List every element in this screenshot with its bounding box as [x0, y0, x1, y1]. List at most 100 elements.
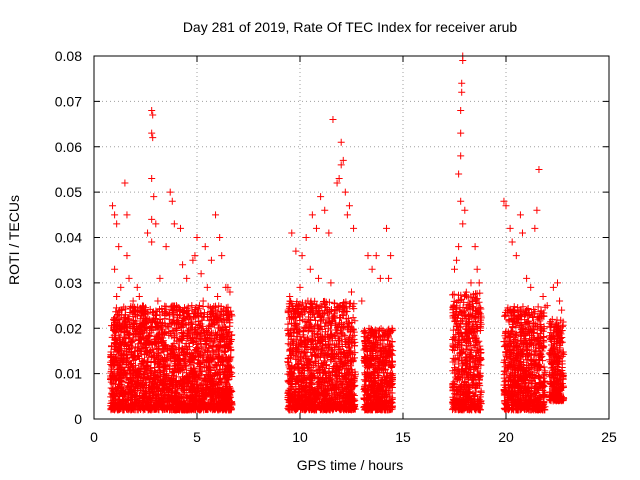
dense-data-point — [143, 316, 151, 324]
dense-data-point — [183, 377, 191, 385]
dense-data-point — [129, 323, 137, 331]
dense-data-point — [157, 325, 165, 333]
dense-data-point — [192, 320, 200, 328]
dense-data-point — [228, 312, 236, 320]
dense-data-point — [221, 318, 229, 326]
dense-data-point — [182, 388, 190, 396]
dense-data-point — [136, 368, 144, 376]
dense-data-point — [107, 348, 115, 356]
dense-data-point — [216, 311, 224, 319]
dense-data-point — [183, 333, 191, 341]
dense-data-point — [185, 399, 193, 407]
dense-data-point — [219, 359, 227, 367]
dense-data-point — [134, 352, 142, 360]
dense-data-point — [175, 305, 183, 313]
dense-data-point — [211, 360, 219, 368]
dense-data-point — [222, 406, 230, 414]
dense-data-point — [193, 370, 201, 378]
dense-data-point — [114, 384, 122, 392]
dense-data-point — [204, 367, 212, 375]
dense-data-point — [205, 344, 213, 352]
dense-data-point — [214, 330, 222, 338]
dense-data-point — [138, 381, 146, 389]
dense-data-point — [212, 350, 220, 358]
dense-data-point — [131, 330, 139, 338]
dense-data-point — [179, 348, 187, 356]
dense-data-point — [209, 380, 217, 388]
dense-data-point — [145, 353, 153, 361]
dense-data-point — [197, 387, 205, 395]
dense-data-point — [113, 336, 121, 344]
dense-data-point — [119, 350, 127, 358]
dense-data-point — [226, 335, 234, 343]
dense-data-point — [131, 307, 139, 315]
dense-data-point — [159, 405, 167, 413]
chart-title: Day 281 of 2019, Rate Of TEC Index for r… — [183, 19, 518, 35]
dense-data-point — [161, 312, 169, 320]
dense-data-point — [223, 384, 231, 392]
dense-data-point — [176, 352, 184, 360]
dense-data-point — [217, 303, 225, 311]
dense-data-point — [113, 375, 121, 383]
dense-data-point — [199, 386, 207, 394]
dense-data-point — [182, 362, 190, 370]
dense-data-point — [168, 387, 176, 395]
dense-data-point — [215, 366, 223, 374]
dense-data-point — [197, 337, 205, 345]
dense-data-point — [130, 383, 138, 391]
dense-data-point — [111, 392, 119, 400]
dense-data-point — [142, 340, 150, 348]
dense-data-point — [170, 379, 178, 387]
dense-data-point — [137, 401, 145, 409]
dense-data-point — [224, 365, 232, 373]
dense-data-point — [164, 345, 172, 353]
dense-data-point — [205, 365, 213, 373]
dense-data-point — [210, 399, 218, 407]
dense-data-point — [176, 366, 184, 374]
dense-data-point — [192, 328, 200, 336]
dense-data-point — [187, 336, 195, 344]
dense-data-point — [123, 355, 131, 363]
dense-data-point — [191, 388, 199, 396]
dense-data-point — [116, 404, 124, 412]
dense-data-point — [132, 369, 140, 377]
dense-data-point — [107, 384, 115, 392]
dense-data-point — [111, 406, 119, 414]
dense-data-point — [208, 376, 216, 384]
dense-data-point — [191, 334, 199, 342]
dense-data-point — [174, 314, 182, 322]
dense-data-point — [143, 369, 151, 377]
dense-data-point — [217, 378, 225, 386]
dense-data-point — [185, 358, 193, 366]
dense-data-point — [133, 312, 141, 320]
dense-data-point — [172, 345, 180, 353]
dense-data-point — [227, 346, 235, 354]
dense-data-point — [209, 342, 217, 350]
dense-data-point — [124, 341, 132, 349]
dense-data-point — [151, 363, 159, 371]
dense-data-point — [221, 375, 229, 383]
dense-data-point — [221, 398, 229, 406]
dense-data-point — [228, 373, 236, 381]
dense-data-point — [132, 392, 140, 400]
dense-data-point — [118, 389, 126, 397]
dense-data-point — [160, 375, 168, 383]
dense-data-point — [178, 390, 186, 398]
dense-data-point — [197, 349, 205, 357]
dense-data-point — [129, 337, 137, 345]
dense-data-point — [159, 337, 167, 345]
dense-data-point — [179, 405, 187, 413]
dense-data-point — [123, 345, 131, 353]
dense-data-point — [151, 393, 159, 401]
dense-data-point — [195, 302, 203, 310]
dense-data-point — [184, 303, 192, 311]
dense-data-point — [162, 305, 170, 313]
dense-data-point — [191, 395, 199, 403]
dense-data-point — [168, 302, 176, 310]
dense-data-point — [147, 395, 155, 403]
dense-data-point — [172, 325, 180, 333]
dense-data-point — [140, 334, 148, 342]
dense-data-point — [192, 400, 200, 408]
dense-data-point — [179, 330, 187, 338]
dense-data-point — [222, 399, 230, 407]
